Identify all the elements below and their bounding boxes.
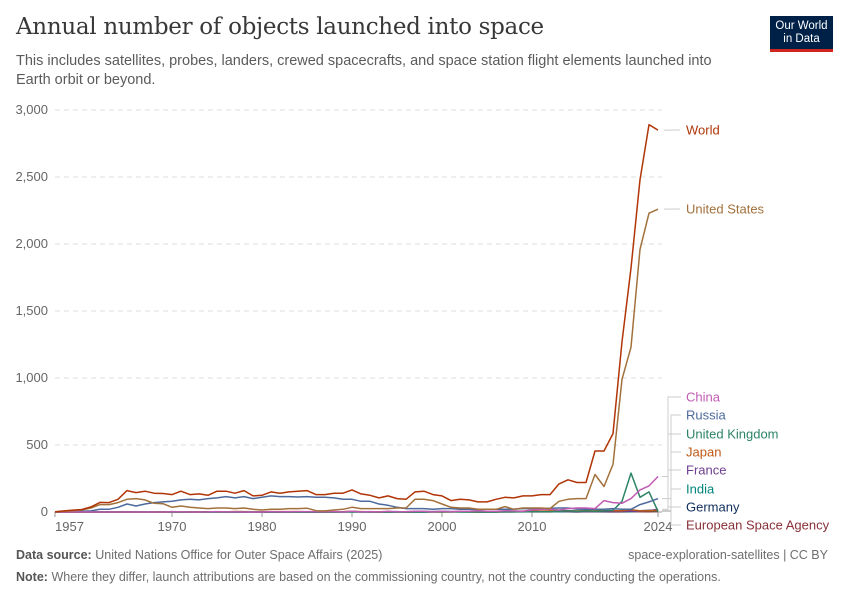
- x-tick-label: 1990: [338, 519, 367, 534]
- series-label-united-states: United States: [686, 202, 765, 217]
- label-connector: [662, 469, 681, 510]
- series-line-united-states: [54, 208, 659, 513]
- chart-slug[interactable]: space-exploration-satellites | CC BY: [628, 548, 828, 562]
- x-tick-label: 2000: [428, 519, 457, 534]
- note-label: Note:: [16, 570, 48, 584]
- y-tick-label: 1,500: [15, 303, 48, 318]
- series-label-united-kingdom: United Kingdom: [686, 427, 779, 442]
- chart-note: Note: Where they differ, launch attribut…: [16, 570, 721, 584]
- x-tick-label: 2010: [518, 519, 547, 534]
- series-label-china: China: [686, 390, 721, 405]
- x-tick-label: 1957: [55, 519, 84, 534]
- logo-line-2: in Data: [783, 33, 820, 45]
- y-tick-label: 500: [26, 437, 48, 452]
- y-tick-label: 1,000: [15, 370, 48, 385]
- series-label-japan: Japan: [686, 445, 721, 460]
- x-tick-label: 1970: [158, 519, 187, 534]
- label-connector: [662, 506, 681, 512]
- y-tick-label: 0: [41, 504, 48, 519]
- series-label-russia: Russia: [686, 408, 727, 423]
- data-source: Data source: United Nations Office for O…: [16, 548, 382, 562]
- x-tick-label: 1980: [248, 519, 277, 534]
- x-tick-label: 2024: [644, 519, 673, 534]
- series-label-european-space-agency: European Space Agency: [686, 518, 830, 533]
- series-line-russia: [54, 495, 659, 513]
- series-line-world: [54, 123, 659, 513]
- y-tick-label: 2,500: [15, 169, 48, 184]
- source-label: Data source:: [16, 548, 92, 562]
- label-connector: [662, 510, 681, 526]
- series-line-china: [55, 475, 659, 513]
- note-text: Where they differ, launch attributions a…: [51, 570, 721, 584]
- series-label-germany: Germany: [686, 500, 740, 515]
- series-label-world: World: [686, 123, 720, 138]
- y-tick-label: 3,000: [15, 102, 48, 117]
- line-chart: 0 500 1,000 1,500 2,000 2,500 3,000 1957 1970 198…: [15, 102, 830, 534]
- y-tick-label: 2,000: [15, 236, 48, 251]
- source-text[interactable]: United Nations Office for Outer Space Af…: [95, 548, 383, 562]
- logo-line-1: Our World: [775, 20, 828, 32]
- owid-logo[interactable]: Our World in Data: [770, 16, 833, 52]
- label-connector: [662, 488, 681, 512]
- chart-subtitle: This includes satellites, probes, lander…: [16, 53, 712, 88]
- page-title: Annual number of objects launched into s…: [16, 14, 544, 40]
- series-label-france: France: [686, 463, 726, 478]
- series-label-india: India: [686, 482, 715, 497]
